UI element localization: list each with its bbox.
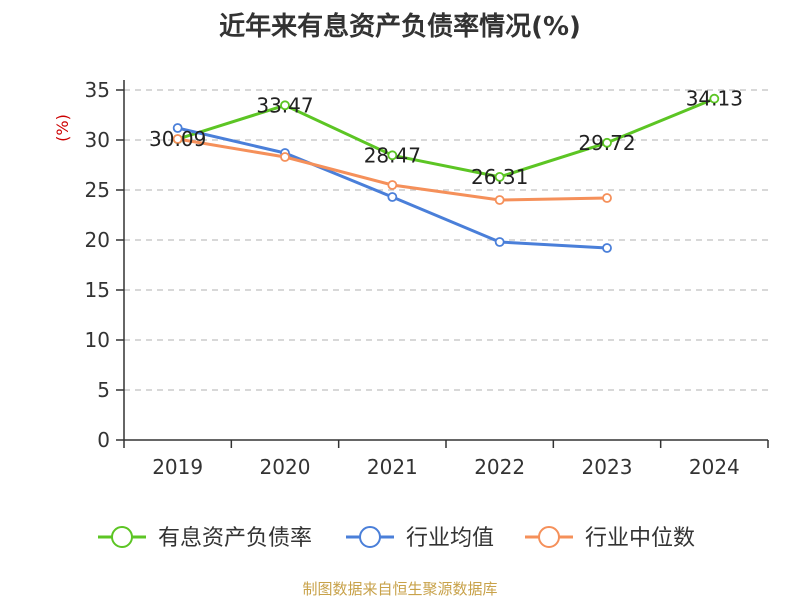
axes: 0 5 10 15 20 25 30 35 2019 2020 2021 2022 2023 2024 (85, 78, 769, 479)
data-label: 30.09 (149, 127, 206, 151)
data-point (172, 123, 183, 133)
data-point (494, 171, 505, 182)
y-tick-label: 5 (97, 378, 110, 402)
source-text: 制图数据来自恒生聚源数据库 (302, 580, 498, 598)
legend-label: 有息资产负债率 (158, 526, 312, 551)
data-label: 28.47 (364, 143, 421, 167)
y-tick-label: 15 (85, 278, 110, 302)
legend: 有息资产负债率 行业均值 行业中位数 (98, 526, 695, 551)
x-tick-label: 2021 (367, 455, 418, 479)
y-tick-label: 0 (97, 428, 110, 452)
data-label: 29.72 (578, 131, 635, 155)
data-label: 26.31 (471, 165, 528, 189)
data-point (280, 152, 290, 162)
series-lines (172, 93, 720, 253)
x-tick-label: 2020 (260, 455, 311, 479)
legend-label: 行业均值 (406, 526, 494, 551)
legend-item: 行业中位数 (525, 526, 695, 551)
legend-label: 行业中位数 (585, 526, 695, 551)
data-point (387, 150, 398, 161)
x-tick-label: 2024 (689, 455, 740, 479)
data-point (602, 137, 612, 148)
x-tick-label: 2022 (474, 455, 525, 479)
grid-lines (124, 89, 768, 391)
y-tick-label: 35 (85, 78, 110, 102)
y-axis-label: (%) (53, 114, 72, 142)
legend-marker (111, 526, 133, 548)
legend-item: 行业均值 (346, 526, 494, 551)
legend-marker (359, 526, 381, 548)
y-tick-label: 20 (85, 228, 110, 252)
data-label: 34.13 (686, 87, 743, 111)
legend-marker (538, 526, 560, 548)
data-point (387, 192, 398, 202)
data-point (602, 193, 612, 203)
data-point (172, 134, 183, 144)
data-point (494, 237, 505, 247)
data-labels: 30.09 33.47 28.47 26.31 29.72 34.13 (149, 87, 743, 189)
x-tick-label: 2019 (152, 455, 203, 479)
legend-item: 有息资产负债率 (98, 526, 312, 551)
data-point (280, 100, 290, 111)
data-label: 33.47 (256, 93, 313, 117)
x-tick-label: 2023 (582, 455, 633, 479)
y-tick-label: 30 (85, 128, 110, 152)
series-line (177, 97, 715, 179)
data-point (494, 195, 505, 205)
y-tick-label: 25 (85, 178, 110, 202)
data-point (602, 243, 612, 253)
data-point (387, 180, 398, 190)
data-point (709, 93, 720, 104)
chart-title: 近年来有息资产负债率情况(%) (219, 12, 581, 42)
y-tick-label: 10 (85, 328, 110, 352)
